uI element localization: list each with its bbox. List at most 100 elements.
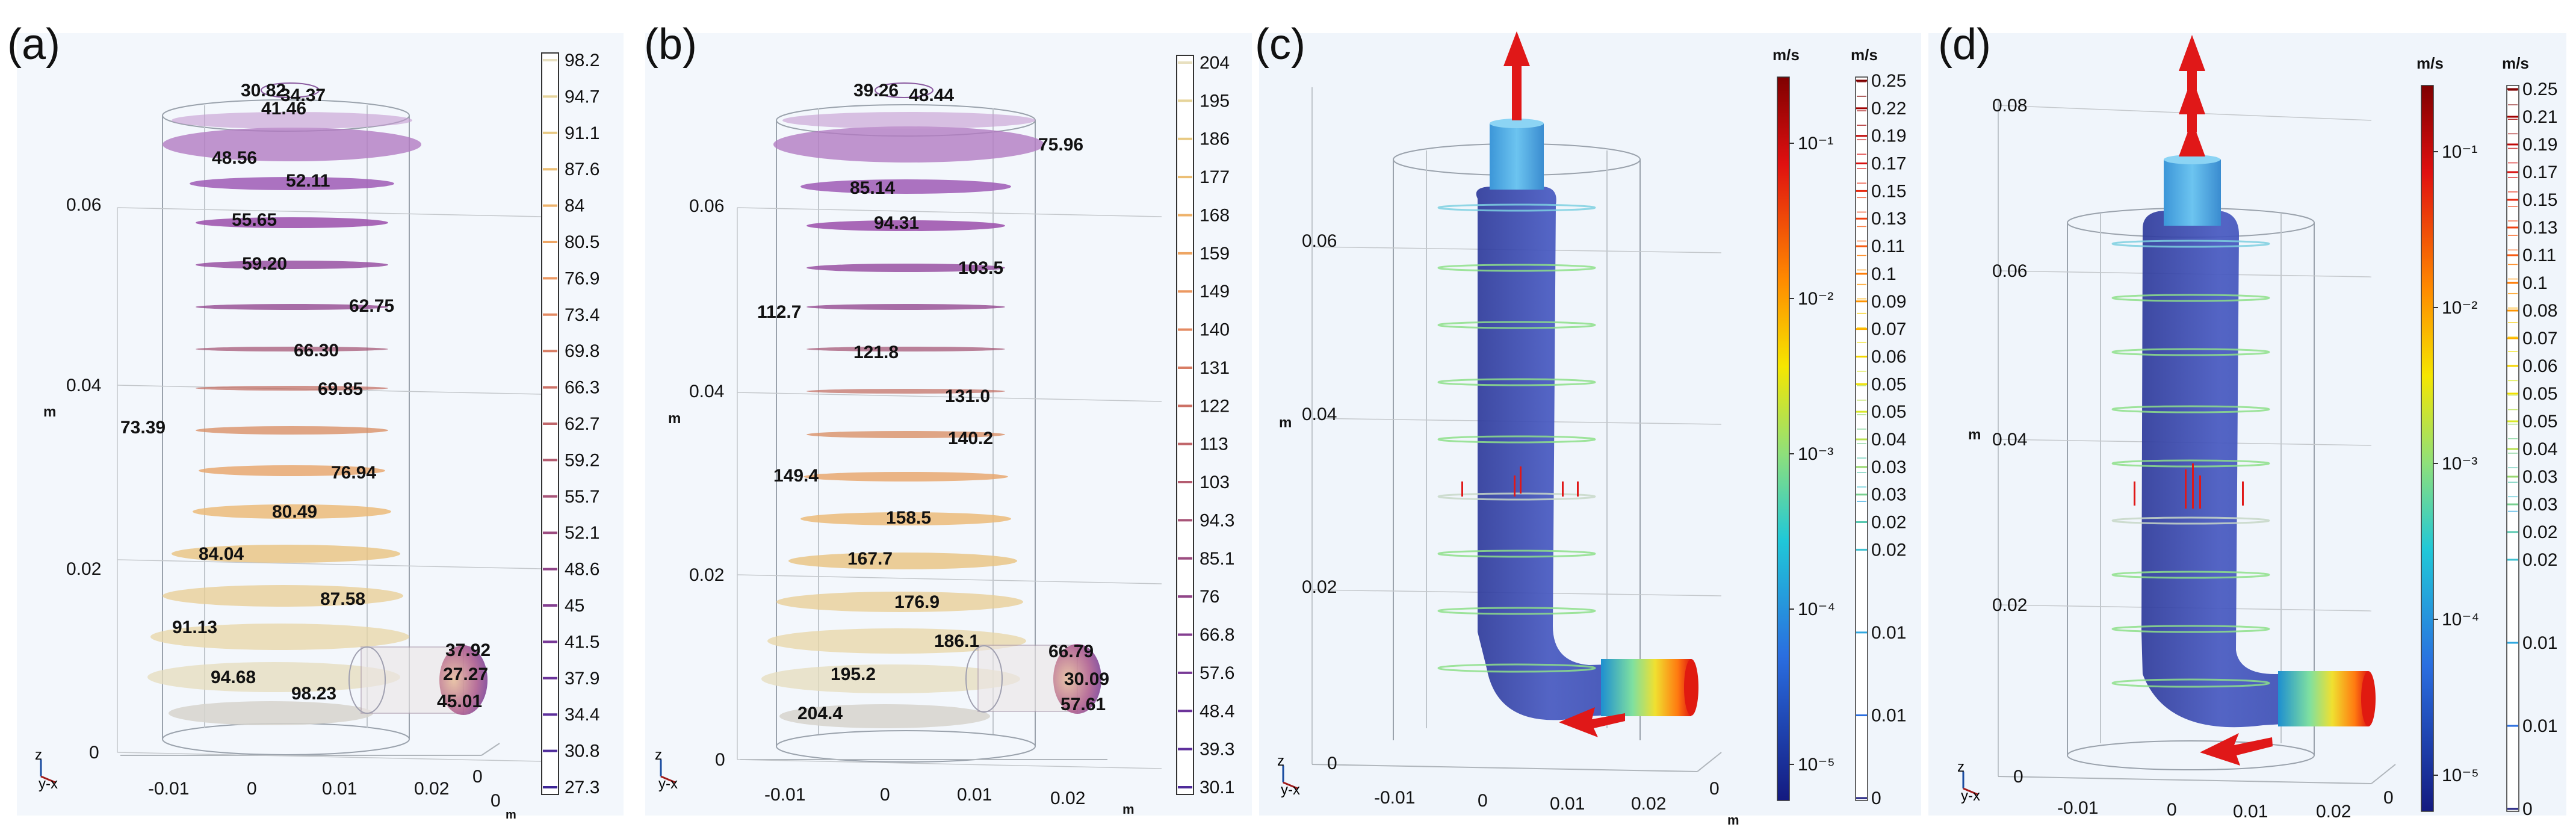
z-tick: 0: [1327, 754, 1337, 773]
colorbar-label: 10⁻⁴: [2442, 610, 2479, 630]
inlet-rim-d: [2361, 671, 2376, 726]
z-tick: 0.02: [689, 565, 724, 585]
colorbar-label: 80.5: [565, 232, 599, 252]
colorbar-gradient: [2421, 85, 2434, 812]
iso-disc: [803, 472, 1008, 481]
x-tick: 0.02: [414, 779, 449, 799]
x-axis-d: -0.01 0 0.01 0.02 0: [2057, 788, 2394, 822]
colorbar-label: 0.1: [1871, 264, 1896, 284]
z-axis-a: 0.06 0.04 0.02 0 m: [43, 195, 101, 763]
flow-tube-d: [2141, 211, 2365, 728]
top-cap-rim-b: [782, 112, 1035, 129]
x-unit: m: [1122, 802, 1135, 817]
contour-label: 39.26: [853, 81, 899, 101]
grid-lines-b: [737, 207, 1162, 769]
colorbar-label: 85.1: [1200, 549, 1234, 569]
x-tick: -0.01: [764, 785, 805, 805]
colorbar-label: 45: [565, 596, 584, 616]
colorbar-label: 0.15: [1871, 181, 1906, 201]
cylinder-outline-a: [120, 99, 500, 756]
z-tick: 0.02: [1992, 595, 2027, 615]
velocity-slices-c: [1437, 203, 1596, 673]
iso-disc: [196, 426, 388, 435]
colorbar-label: 0.01: [1871, 705, 1906, 725]
small-arrow: [2185, 469, 2187, 509]
contour-label: 57.61: [1060, 695, 1106, 714]
inlet-b: [965, 644, 1101, 714]
iso-discs-b: [761, 179, 1026, 728]
iso-disc: [767, 628, 1026, 654]
contour-label: 75.96: [1038, 135, 1083, 155]
panel-c: (c): [1255, 20, 1906, 828]
colorbar-label: 0.03: [1871, 457, 1906, 477]
colorbar-label: 10⁻⁵: [2442, 766, 2479, 785]
colorbar-label: 0.07: [1871, 320, 1906, 339]
axis-triad-b: z y-x: [655, 747, 678, 792]
x-axis-a: -0.01 0 0.01 0.02 0 0 m: [148, 767, 516, 822]
x-tick: 0.01: [1550, 794, 1585, 814]
colorbar-label: 55.7: [565, 487, 599, 507]
z-tick: 0.06: [66, 195, 101, 215]
x-tick: 0.02: [2316, 802, 2351, 822]
iso-disc: [776, 592, 1023, 612]
panel-label-c: (c): [1255, 20, 1305, 69]
contour-label: 112.7: [757, 302, 801, 322]
small-arrow: [1514, 475, 1516, 497]
colorbar-label: 66.3: [565, 378, 599, 398]
colorbar-label: 27.3: [565, 778, 599, 797]
colorbar-label: 69.8: [565, 341, 599, 361]
iso-disc: [190, 177, 394, 190]
z-tick: 0.04: [1302, 404, 1337, 424]
colorbar-b: 204 195 186 177 168 159 149 140 131 122 113 103 94.3…: [1176, 53, 1234, 797]
colorbar-lin-c: m/s 0.25 0.22 0.19 0.17 0.15 0.13 0.11 0.1 0.09 0.…: [1851, 46, 1906, 808]
colorbar-label: 0.08: [2522, 301, 2557, 321]
triad-z: z: [1277, 753, 1284, 769]
z-tick: 0.04: [689, 382, 724, 401]
velocity-arrows-d: [2134, 35, 2273, 766]
colorbar-unit: m/s: [2502, 54, 2529, 72]
colorbar-label: 0: [1871, 788, 1881, 808]
triad-z: z: [1957, 759, 1965, 775]
small-arrow: [2134, 481, 2135, 506]
x-tick: 0: [2167, 800, 2177, 820]
colorbar-log-c: m/s 10⁻¹ 10⁻² 10⁻³ 10⁻⁴ 10⁻⁵: [1773, 46, 1835, 801]
z-tick: 0.02: [1302, 577, 1337, 597]
x-tick: -0.01: [2057, 798, 2098, 818]
colorbar-label: 10⁻²: [2442, 298, 2477, 318]
colorbar-label: 0.25: [2522, 79, 2557, 99]
contour-label: 66.79: [1048, 642, 1094, 661]
colorbar-label: 0.05: [1871, 402, 1906, 422]
outlet-arrow: [1503, 31, 1530, 120]
x-tick: 0.01: [322, 779, 357, 799]
colorbar-label: 0.05: [2522, 412, 2557, 432]
iso-disc: [196, 347, 388, 351]
flow-tube-c: [1476, 187, 1685, 720]
contour-label: 37.92: [445, 640, 491, 660]
colorbar-label: 57.6: [1200, 663, 1234, 683]
contour-label: 55.65: [232, 210, 277, 230]
contour-label: 195.2: [831, 664, 876, 684]
contour-label: 186.1: [934, 631, 979, 651]
y-tick: 0: [472, 767, 483, 787]
axis-triad-c: z y-x: [1277, 753, 1300, 798]
panel-label-a: (a): [7, 20, 60, 69]
colorbar-label: 0.03: [2522, 467, 2557, 487]
triad-xy: y-x: [1281, 782, 1300, 798]
x-tick: 0.01: [2233, 802, 2268, 822]
z-tick: 0: [89, 743, 99, 763]
panel-label-d: (d): [1938, 20, 1991, 69]
colorbar-label: 48.6: [565, 560, 599, 580]
top-cap-rim-a: [172, 112, 412, 129]
iso-disc: [196, 304, 388, 310]
colorbar-label: 94.3: [1200, 510, 1234, 530]
iso-disc: [800, 179, 1011, 194]
cylinder-outline-d: [1998, 99, 2396, 784]
triad-z: z: [655, 747, 662, 763]
contour-label: 76.94: [331, 463, 376, 483]
colorbar-label: 0.04: [2522, 439, 2557, 459]
iso-disc: [761, 664, 1020, 693]
small-arrow: [2192, 463, 2194, 509]
z-axis-d: 0.08 0.06 0.04 0.02 0 m: [1968, 96, 2027, 787]
colorbar-label: 0.01: [2522, 633, 2557, 653]
